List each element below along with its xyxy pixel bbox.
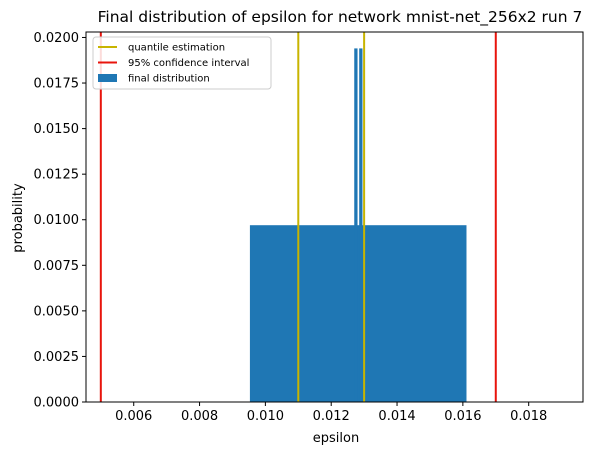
x-axis-label: epsilon	[313, 431, 359, 446]
legend-label: quantile estimation	[128, 43, 225, 54]
y-tick-label: 0.0000	[34, 396, 80, 411]
legend-box	[92, 36, 272, 90]
y-tick-label: 0.0175	[34, 77, 80, 92]
bars-layer	[249, 48, 467, 403]
histogram-bar	[354, 48, 358, 403]
x-tick-label: 0.010	[247, 409, 284, 424]
x-tick-label: 0.016	[444, 409, 481, 424]
legend-label: 95% confidence interval	[128, 58, 249, 69]
y-tick-label: 0.0050	[34, 304, 80, 319]
x-axis-ticks: 0.006 0.008 0.010 0.012 0.014 0.016 0.018	[115, 402, 547, 424]
chart-title: Final distribution of epsilon for networ…	[98, 8, 583, 27]
y-tick-label: 0.0150	[34, 122, 80, 137]
legend-label: final distribution	[128, 74, 210, 85]
x-tick-label: 0.006	[115, 409, 152, 424]
legend: quantile estimation 95% confidence interv…	[92, 36, 272, 90]
y-tick-label: 0.0100	[34, 213, 80, 228]
y-axis-label: probability	[11, 183, 26, 253]
histogram-bar	[359, 48, 363, 403]
plot-frame	[85, 31, 584, 403]
legend-bar-swatch	[98, 74, 117, 82]
y-axis-ticks: 0.0000 0.0025 0.0050 0.0075 0.0100 0.0125 0.01…	[34, 31, 86, 411]
vertical-lines-layer	[99, 32, 497, 402]
y-tick-label: 0.0200	[34, 31, 80, 46]
y-tick-label: 0.0125	[34, 168, 80, 183]
y-tick-label: 0.0025	[34, 350, 80, 365]
histogram-bar	[249, 225, 467, 402]
x-tick-label: 0.014	[378, 409, 415, 424]
x-tick-label: 0.018	[510, 409, 547, 424]
x-tick-label: 0.008	[181, 409, 218, 424]
y-tick-label: 0.0075	[34, 259, 80, 274]
x-tick-label: 0.012	[313, 409, 350, 424]
